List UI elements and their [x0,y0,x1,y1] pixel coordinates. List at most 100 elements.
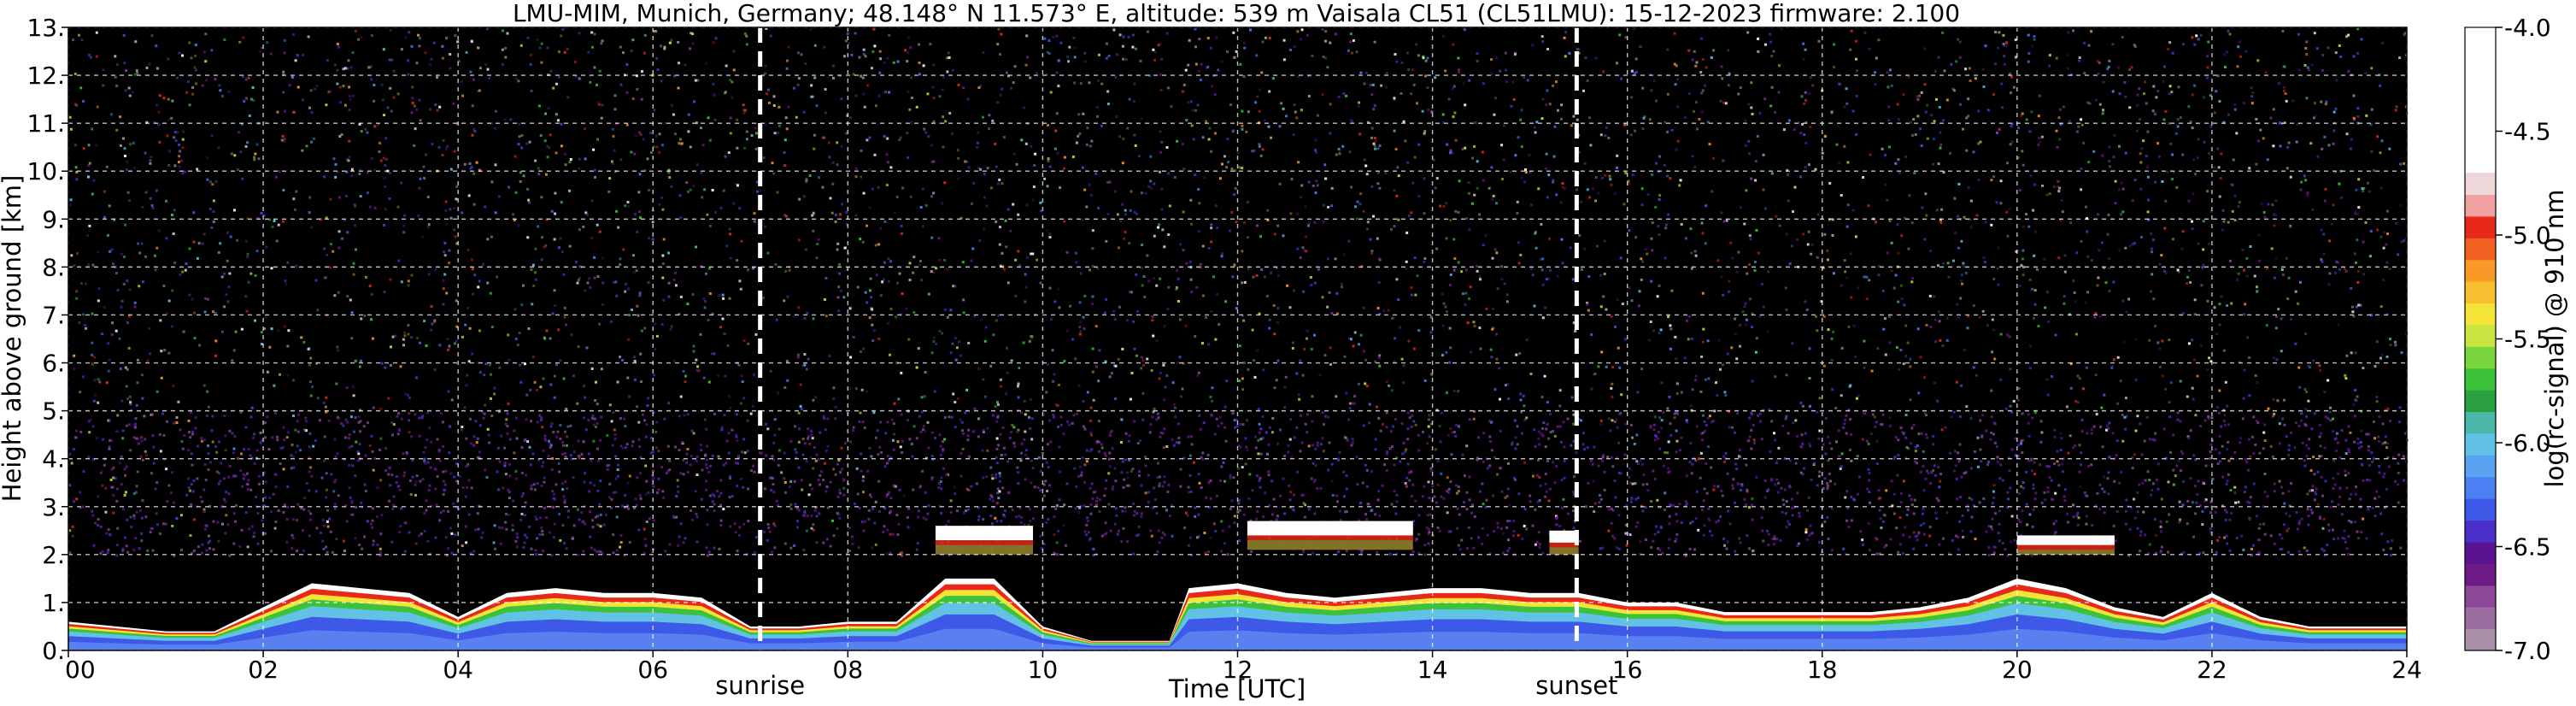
noise-speck [543,476,546,479]
noise-speck [1393,360,1396,363]
noise-speck [2176,125,2180,128]
noise-speck [965,160,969,163]
noise-speck [1350,120,1353,123]
noise-speck [501,62,504,66]
noise-speck [348,109,351,112]
noise-speck [1697,528,1700,532]
noise-speck [129,515,132,519]
noise-speck [528,201,531,204]
noise-speck [1792,210,1794,214]
noise-speck [1633,27,1636,31]
noise-speck [1651,249,1654,252]
noise-speck [2107,65,2110,68]
noise-speck [560,201,563,204]
noise-speck [793,544,796,547]
noise-speck [546,144,549,148]
noise-speck [601,256,605,260]
noise-speck [2332,203,2335,207]
noise-speck [322,175,326,179]
noise-speck [1098,53,1100,56]
noise-speck [305,144,308,148]
noise-speck [1670,289,1674,292]
noise-speck [701,468,704,472]
noise-speck [677,40,680,44]
noise-speck [149,197,152,200]
noise-speck [1472,321,1476,324]
noise-speck [2273,482,2276,485]
noise-speck [2344,374,2347,377]
noise-speck [2303,174,2306,178]
noise-speck [2205,76,2209,79]
noise-speck [82,323,85,327]
noise-speck [1902,93,1905,97]
noise-speck [1664,451,1667,454]
noise-speck [450,398,454,402]
noise-speck [1270,431,1274,434]
noise-speck [277,329,280,332]
noise-speck [2086,291,2090,294]
noise-speck [1666,92,1669,96]
noise-speck [138,251,142,255]
noise-speck [2057,256,2061,260]
noise-speck [626,201,630,203]
noise-speck [897,397,901,401]
noise-speck [2305,549,2309,552]
noise-speck [1286,284,1289,287]
noise-speck [2248,167,2251,170]
noise-speck [469,167,472,170]
noise-speck [1000,87,1004,91]
noise-speck [141,280,144,284]
noise-speck [593,32,596,36]
noise-speck [638,131,642,134]
noise-speck [1586,302,1589,305]
noise-speck [1583,162,1587,165]
noise-speck [2010,91,2012,95]
noise-speck [1051,349,1054,352]
noise-speck [740,374,743,378]
noise-speck [442,287,445,291]
noise-speck [91,425,95,428]
noise-speck [699,332,702,336]
noise-speck [465,50,468,54]
noise-speck [2054,333,2057,337]
noise-speck [2213,166,2216,169]
noise-speck [452,102,455,105]
noise-speck [1194,174,1197,177]
noise-speck [1410,211,1413,215]
noise-speck [1560,238,1564,241]
noise-speck [1656,498,1659,502]
noise-speck [1153,50,1157,54]
noise-speck [804,62,807,66]
noise-speck [1220,60,1223,63]
noise-speck [1247,268,1250,271]
noise-speck [2208,356,2211,360]
noise-speck [2273,276,2276,279]
noise-speck [1083,427,1087,431]
noise-speck [584,289,587,292]
noise-speck [549,133,552,137]
noise-speck [1140,356,1143,359]
noise-speck [1142,275,1146,278]
noise-speck [1103,311,1106,315]
noise-speck [2143,92,2145,96]
noise-speck [754,132,758,135]
noise-speck [619,158,623,162]
noise-speck [1945,338,1949,342]
noise-speck [1752,424,1755,427]
noise-speck [1218,416,1222,419]
noise-speck [1794,462,1798,465]
noise-speck [292,110,296,114]
noise-speck [808,483,812,486]
noise-speck [1668,396,1671,398]
noise-speck [882,278,885,281]
noise-speck [2227,29,2230,32]
noise-speck [1259,427,1263,431]
noise-speck [1243,46,1247,50]
noise-speck [1816,329,1819,332]
noise-speck [278,170,281,174]
noise-speck [119,144,122,147]
noise-speck [983,196,986,199]
noise-speck [1188,261,1192,263]
noise-speck [2202,220,2205,223]
noise-speck [1078,326,1082,329]
